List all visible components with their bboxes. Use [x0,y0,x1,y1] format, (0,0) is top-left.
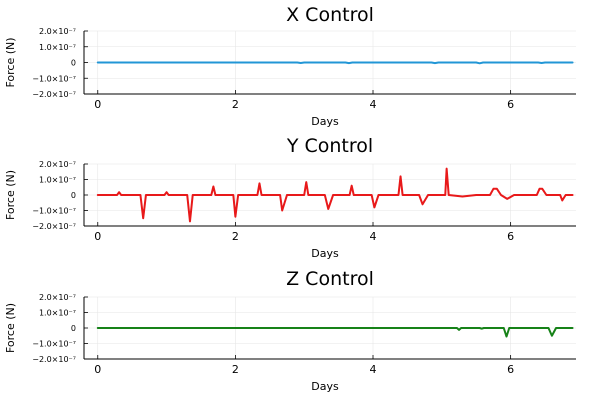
chart-panel-3: Z Control 0 2 4 6 2.0×10⁻⁷ 1.0×10⁻⁷ 0 −1.0×10⁻⁷ −… [4,268,576,393]
y-tick-label: 0 [71,59,76,68]
x-tick-label: 6 [507,363,514,376]
chart-title: Y Control [286,135,373,157]
x-tick-label: 4 [370,98,377,111]
y-axis-label: Force (N) [4,170,17,220]
y-tick-label: −1.0×10⁻⁷ [32,340,76,349]
chart-panel-2: Y Control 0 2 4 6 2.0×10⁻⁷ 1.0×10⁻⁷ 0 −1.0×10⁻⁷ −… [4,135,576,260]
x-tick-label: 0 [94,98,101,111]
y-axis-label: Force (N) [4,303,17,353]
y-tick-label: 1.0×10⁻⁷ [39,309,76,318]
series-line-1 [96,167,574,223]
chart-title: X Control [286,4,374,26]
x-tick-label: 6 [507,98,514,111]
y-tick-label: −2.0×10⁻⁷ [32,355,76,364]
x-tick-label: 2 [232,98,239,111]
y-tick-label: −1.0×10⁻⁷ [32,74,76,83]
x-tick-label: 4 [370,363,377,376]
chart-panel-1: X Control 0 2 4 6 2.0×10⁻⁷ 1.0×10⁻⁷ 0 −1.0×10⁻⁷ −… [4,4,576,128]
y-tick-label: 1.0×10⁻⁷ [39,176,76,185]
y-axis-label: Force (N) [4,37,17,87]
x-tick-label: 0 [94,230,101,243]
series-line-1 [96,327,574,338]
x-axis-label: Days [311,115,339,128]
x-tick-label: 6 [507,230,514,243]
x-tick-label: 4 [370,230,377,243]
y-tick-label: 2.0×10⁻⁷ [39,27,76,36]
x-tick-label: 2 [232,230,239,243]
y-tick-label: 0 [71,191,76,200]
y-tick-label: −2.0×10⁻⁷ [32,90,76,99]
y-tick-label: −2.0×10⁻⁷ [32,222,76,231]
chart-title: Z Control [286,268,374,290]
y-tick-label: 2.0×10⁻⁷ [39,160,76,169]
x-tick-label: 2 [232,363,239,376]
y-tick-label: 2.0×10⁻⁷ [39,293,76,302]
x-tick-label: 0 [94,363,101,376]
x-axis-label: Days [311,380,339,393]
y-tick-label: 1.0×10⁻⁷ [39,43,76,52]
y-tick-label: −1.0×10⁻⁷ [32,207,76,216]
x-axis-label: Days [311,247,339,260]
series-line-1 [96,61,574,65]
y-tick-label: 0 [71,324,76,333]
